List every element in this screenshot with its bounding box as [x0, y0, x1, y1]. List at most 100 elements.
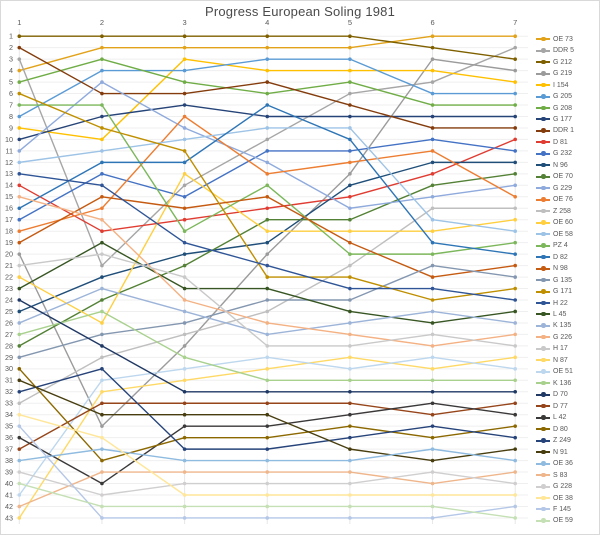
data-point-marker[interactable] — [348, 263, 352, 268]
data-point-marker[interactable] — [513, 332, 517, 337]
data-point-marker[interactable] — [430, 206, 435, 211]
legend-item-oe-60[interactable]: OE 60 — [536, 218, 573, 227]
data-point-marker[interactable] — [513, 34, 517, 38]
series-g-212[interactable] — [17, 34, 518, 61]
legend-item-d-81[interactable]: D 81 — [536, 138, 568, 147]
data-point-marker[interactable] — [17, 321, 22, 325]
series-oe-60[interactable] — [17, 172, 518, 325]
data-point-marker[interactable] — [17, 470, 22, 474]
legend-item-oe-36[interactable]: OE 36 — [536, 459, 573, 468]
data-point-marker[interactable] — [430, 321, 435, 325]
data-point-marker[interactable] — [265, 412, 270, 417]
data-point-marker[interactable] — [265, 206, 270, 211]
legend-item-oe-38[interactable]: OE 38 — [536, 494, 573, 503]
data-point-marker[interactable] — [430, 149, 435, 153]
data-point-marker[interactable] — [513, 126, 517, 130]
legend-item-ddr-5[interactable]: DDR 5 — [536, 46, 574, 55]
data-point-marker[interactable] — [430, 103, 435, 107]
data-point-marker[interactable] — [513, 240, 517, 245]
data-point-marker[interactable] — [100, 470, 104, 474]
data-point-marker[interactable] — [513, 516, 517, 520]
data-point-marker[interactable] — [430, 263, 435, 268]
series-g-232[interactable] — [17, 137, 518, 222]
data-point-marker[interactable] — [17, 68, 22, 73]
data-point-marker[interactable] — [430, 137, 435, 142]
data-point-marker[interactable] — [17, 240, 22, 245]
data-point-marker[interactable] — [17, 504, 22, 509]
data-point-marker[interactable] — [513, 275, 517, 279]
data-point-marker[interactable] — [17, 45, 22, 50]
data-point-marker[interactable] — [182, 252, 187, 256]
data-point-marker[interactable] — [430, 389, 435, 394]
data-point-marker[interactable] — [182, 321, 187, 325]
data-point-marker[interactable] — [348, 435, 352, 440]
data-point-marker[interactable] — [348, 252, 352, 256]
data-point-marker[interactable] — [100, 401, 104, 406]
series-l-45[interactable] — [17, 240, 518, 325]
data-point-marker[interactable] — [430, 240, 435, 245]
data-point-marker[interactable] — [430, 378, 435, 383]
data-point-marker[interactable] — [513, 217, 517, 222]
series-oe-36[interactable] — [17, 447, 518, 463]
data-point-marker[interactable] — [182, 481, 187, 486]
data-point-marker[interactable] — [182, 355, 187, 360]
data-point-marker[interactable] — [430, 91, 435, 96]
series-oe-59[interactable] — [17, 481, 518, 520]
data-point-marker[interactable] — [348, 229, 352, 233]
data-point-marker[interactable] — [100, 45, 104, 50]
series-g-219[interactable] — [17, 57, 518, 428]
data-point-marker[interactable] — [265, 367, 270, 371]
data-point-marker[interactable] — [182, 332, 187, 337]
data-point-marker[interactable] — [513, 57, 517, 61]
data-point-marker[interactable] — [265, 194, 270, 199]
data-point-marker[interactable] — [100, 172, 104, 176]
data-point-marker[interactable] — [182, 412, 187, 417]
data-point-marker[interactable] — [265, 309, 270, 314]
series-l-42[interactable] — [17, 401, 518, 486]
data-point-marker[interactable] — [182, 378, 187, 383]
data-point-marker[interactable] — [265, 34, 270, 38]
legend-item-s-83[interactable]: S 83 — [536, 471, 567, 480]
data-point-marker[interactable] — [182, 240, 187, 245]
data-point-marker[interactable] — [265, 252, 270, 256]
data-point-marker[interactable] — [100, 447, 104, 451]
data-point-marker[interactable] — [430, 367, 435, 371]
data-point-marker[interactable] — [430, 447, 435, 451]
data-point-marker[interactable] — [348, 447, 352, 451]
data-point-marker[interactable] — [348, 103, 352, 107]
data-point-marker[interactable] — [182, 194, 187, 199]
data-point-marker[interactable] — [513, 367, 517, 371]
series-d-80[interactable] — [17, 367, 518, 463]
data-point-marker[interactable] — [182, 367, 187, 371]
data-point-marker[interactable] — [182, 68, 187, 73]
data-point-marker[interactable] — [100, 298, 104, 302]
legend-item-g-212[interactable]: G 212 — [536, 58, 572, 67]
data-point-marker[interactable] — [348, 240, 352, 245]
data-point-marker[interactable] — [513, 447, 517, 451]
data-point-marker[interactable] — [513, 68, 517, 73]
series-n-91[interactable] — [17, 378, 518, 463]
series-oe-58[interactable] — [17, 126, 518, 233]
data-point-marker[interactable] — [348, 344, 352, 348]
data-point-marker[interactable] — [348, 137, 352, 142]
data-point-marker[interactable] — [265, 344, 270, 348]
data-point-marker[interactable] — [182, 80, 187, 84]
data-point-marker[interactable] — [17, 332, 22, 337]
legend-item-n-87[interactable]: N 87 — [536, 356, 568, 365]
data-point-marker[interactable] — [100, 516, 104, 520]
data-point-marker[interactable] — [182, 344, 187, 348]
data-point-marker[interactable] — [430, 68, 435, 73]
legend-item-h-17[interactable]: H 17 — [536, 344, 568, 353]
data-point-marker[interactable] — [17, 378, 22, 383]
data-point-marker[interactable] — [100, 435, 104, 440]
series-d-82[interactable] — [17, 103, 518, 256]
legend-item-n-96[interactable]: N 96 — [536, 161, 568, 170]
data-point-marker[interactable] — [182, 447, 187, 451]
legend-item-z-258[interactable]: Z 258 — [536, 207, 571, 216]
data-point-marker[interactable] — [100, 389, 104, 394]
data-point-marker[interactable] — [348, 126, 352, 130]
data-point-marker[interactable] — [513, 80, 517, 84]
data-point-marker[interactable] — [100, 286, 104, 291]
legend-item-oe-70[interactable]: OE 70 — [536, 172, 573, 181]
data-point-marker[interactable] — [513, 298, 517, 302]
